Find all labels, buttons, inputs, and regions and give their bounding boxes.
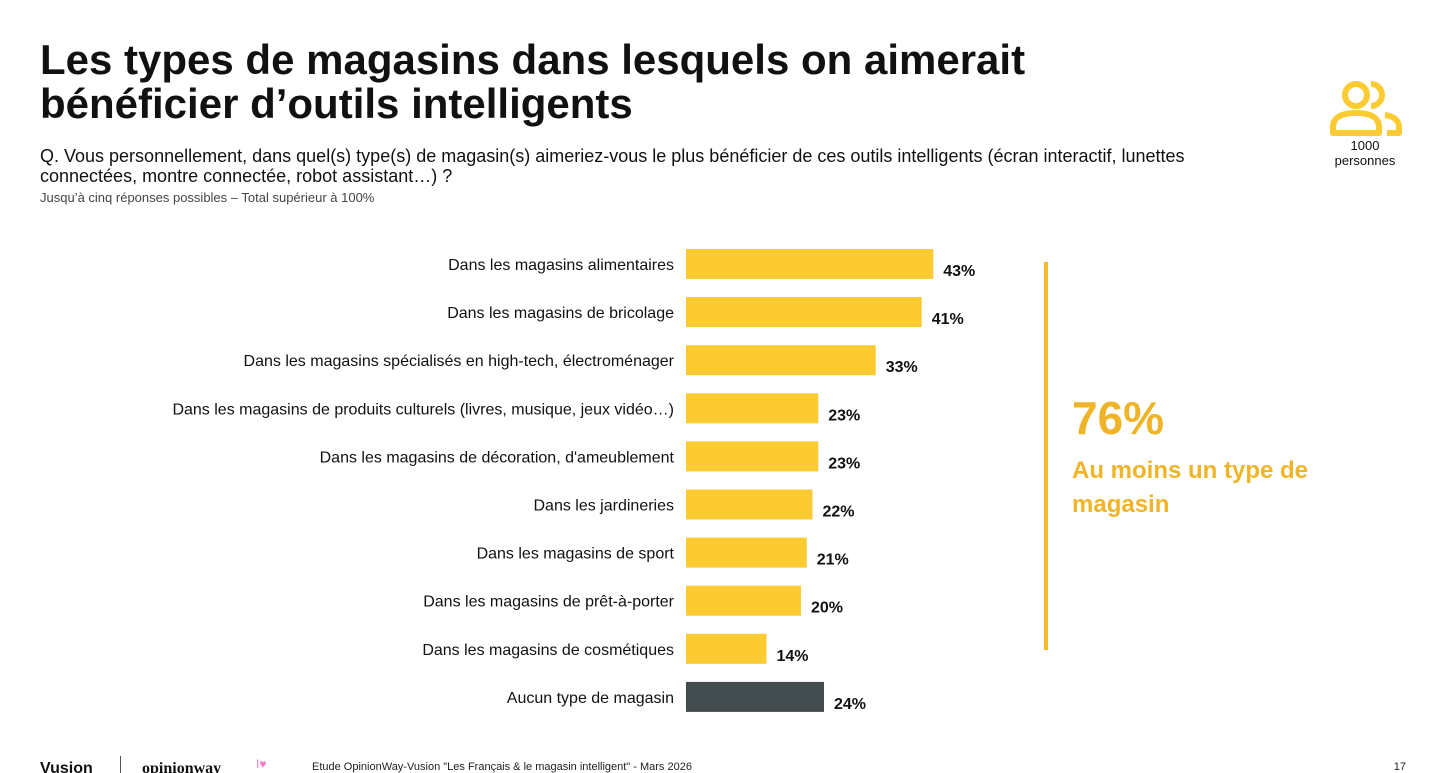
survey-question: Q. Vous personnellement, dans quel(s) ty… <box>40 146 1185 186</box>
answer-note: Jusqu’à cinq réponses possibles – Total … <box>40 190 375 205</box>
bar <box>686 441 819 472</box>
bar <box>686 297 922 328</box>
bar <box>686 393 819 424</box>
category-label: Dans les magasins spécialisés en high-te… <box>244 353 675 370</box>
value-label: 21% <box>817 552 849 569</box>
summary-label: Au moins un type de magasin <box>1072 457 1309 518</box>
category-label: Dans les magasins de cosmétiques <box>422 642 674 659</box>
people-icon <box>1330 81 1402 136</box>
bar <box>686 537 807 568</box>
value-label: 33% <box>886 359 918 376</box>
bar-chart: Dans les magasins alimentaires 43% Dans le… <box>172 249 975 713</box>
bar <box>686 345 876 376</box>
value-label: 23% <box>828 407 860 424</box>
bar <box>686 489 813 520</box>
bar <box>686 681 824 712</box>
category-label: Dans les magasins alimentaires <box>448 257 674 274</box>
brand-logo: Vusion <box>40 760 93 773</box>
category-label: Dans les magasins de décoration, d'ameub… <box>320 449 675 466</box>
category-label: Dans les magasins de prêt-à-porter <box>423 594 674 611</box>
summary-divider <box>1044 262 1048 650</box>
page-number: 17 <box>1393 761 1406 773</box>
category-label: Aucun type de magasin <box>507 690 674 707</box>
bar <box>686 585 801 616</box>
footer-divider <box>120 756 121 773</box>
sample-count: 1000 <box>1350 138 1380 153</box>
bar <box>686 249 934 279</box>
value-label: 20% <box>811 600 843 617</box>
value-label: 14% <box>777 648 809 665</box>
value-label: 41% <box>932 311 964 328</box>
value-label: 24% <box>834 696 866 713</box>
category-label: Dans les jardineries <box>533 498 674 515</box>
sample-unit: personnes <box>1334 153 1396 168</box>
category-label: Dans les magasins de sport <box>477 546 675 563</box>
footer: Vusion opinionway I♥ Etude OpinionWay-Vu… <box>0 752 1440 773</box>
category-label: Dans les magasins de produits culturels … <box>172 401 674 418</box>
bar <box>686 633 767 664</box>
sample-size-block: 1000 personnes <box>1318 80 1412 168</box>
value-label: 23% <box>828 455 860 472</box>
category-label: Dans les magasins de bricolage <box>447 305 674 322</box>
value-label: 43% <box>943 263 975 280</box>
source-note: Etude OpinionWay-Vusion "Les Français & … <box>312 761 692 773</box>
page-title: Les types de magasins dans lesquels on a… <box>40 36 1026 127</box>
partner-logo: opinionway <box>142 760 222 773</box>
value-label: 22% <box>823 504 855 521</box>
heart-icon: I♥ <box>256 757 267 771</box>
summary-value: 76% <box>1072 392 1165 444</box>
